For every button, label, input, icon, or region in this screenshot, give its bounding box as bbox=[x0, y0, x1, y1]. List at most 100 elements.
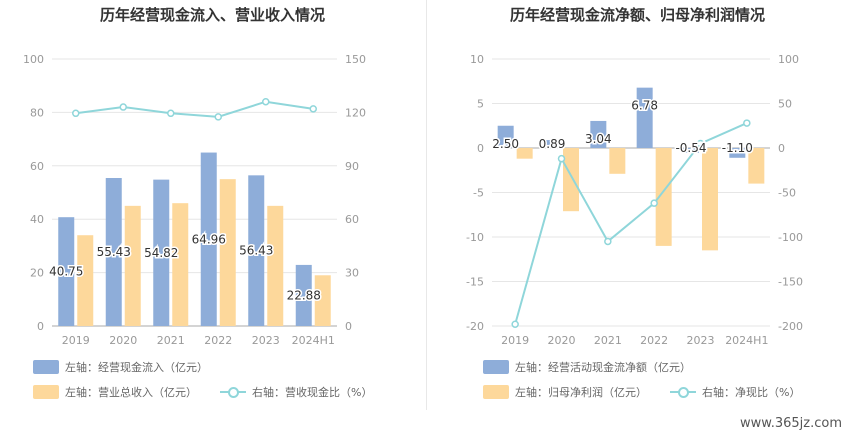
x-axis-tick-label: 2023 bbox=[687, 334, 715, 347]
right-axis-tick-label: 150 bbox=[345, 53, 366, 66]
bar-blue bbox=[200, 152, 217, 326]
right-chart-title: 历年经营现金流净额、归母净利润情况 bbox=[509, 6, 765, 24]
bar-orange bbox=[77, 235, 94, 326]
bar-blue bbox=[590, 120, 607, 148]
bar-orange bbox=[702, 148, 718, 251]
left-axis-tick-label: 100 bbox=[23, 53, 44, 66]
line-point bbox=[650, 199, 658, 207]
right-axis-tick-label: 100 bbox=[778, 53, 799, 66]
legend-item-cash-inflow[interactable]: 左轴：经营现金流入（亿元） bbox=[33, 359, 208, 375]
bar-blue bbox=[58, 217, 75, 326]
bar-orange bbox=[748, 148, 765, 184]
legend-swatch-orange bbox=[483, 385, 509, 399]
panel-divider bbox=[426, 0, 427, 410]
right-axis-tick-label: -200 bbox=[778, 320, 803, 333]
bar-orange bbox=[516, 148, 533, 159]
legend-item-net-cash-flow[interactable]: 左轴：经营活动现金流净额（亿元） bbox=[483, 359, 691, 375]
right-axis-tick-label: 0 bbox=[345, 320, 352, 333]
line-point bbox=[119, 103, 127, 111]
x-axis-tick-label: 2019 bbox=[62, 334, 90, 347]
bar-orange bbox=[609, 148, 626, 174]
bar-blue bbox=[105, 178, 122, 326]
data-label: 55.43 bbox=[97, 245, 131, 259]
bar-blue bbox=[248, 175, 265, 326]
data-label: 22.88 bbox=[287, 288, 321, 302]
bar-blue bbox=[497, 125, 514, 148]
x-axis-tick-label: 2022 bbox=[640, 334, 668, 347]
line-point bbox=[557, 154, 566, 163]
x-axis-tick-label: 2019 bbox=[501, 334, 529, 347]
data-label: -0.54 bbox=[675, 141, 706, 155]
legend-swatch-orange bbox=[33, 385, 59, 399]
line-point bbox=[743, 119, 751, 127]
left-axis-tick-label: 0 bbox=[477, 142, 484, 155]
legend-swatch-line bbox=[220, 385, 246, 399]
left-axis-tick-label: 60 bbox=[30, 160, 44, 173]
bar-blue bbox=[295, 264, 312, 326]
legend-label: 左轴：经营现金流入（亿元） bbox=[65, 361, 208, 374]
bar-blue bbox=[636, 87, 653, 148]
left-chart-title: 历年经营现金流入、营业收入情况 bbox=[99, 6, 325, 24]
bar-blue bbox=[729, 148, 746, 158]
right-axis-tick-label: 30 bbox=[345, 267, 359, 280]
legend-item-net-cash-ratio[interactable]: 右轴：净现比（%） bbox=[670, 384, 800, 400]
left-axis-tick-label: -20 bbox=[466, 320, 484, 333]
left-axis-tick-label: 5 bbox=[477, 98, 484, 111]
right-axis-tick-label: -50 bbox=[778, 187, 796, 200]
bar-orange bbox=[563, 148, 579, 212]
legend-label: 左轴：营业总收入（亿元） bbox=[65, 386, 197, 399]
right-axis-tick-label: 120 bbox=[345, 106, 366, 119]
legend-item-revenue-cash-ratio[interactable]: 右轴：营收现金比（%） bbox=[220, 384, 372, 400]
legend-label: 左轴：经营活动现金流净额（亿元） bbox=[515, 361, 691, 374]
left-axis-tick-label: 10 bbox=[470, 53, 484, 66]
bar-blue bbox=[683, 148, 699, 153]
right-chart-panel: 历年经营现金流净额、归母净利润情况 -20 -15 -10 -5 0 5 10 -200 -15… bbox=[425, 0, 850, 437]
bar-orange bbox=[314, 275, 331, 326]
left-axis-tick-label: 80 bbox=[30, 106, 44, 119]
x-axis-tick-label: 2021 bbox=[157, 334, 185, 347]
line-point bbox=[72, 109, 80, 118]
data-label: 40.75 bbox=[49, 265, 83, 279]
legend-item-net-profit[interactable]: 左轴：归母净利润（亿元） bbox=[483, 384, 647, 400]
data-label: 2.50 bbox=[492, 137, 519, 151]
left-chart-plot: 0 20 40 60 80 100 0 30 60 90 120 150 2019 2020 2021 202… bbox=[23, 53, 366, 347]
bar-orange bbox=[124, 205, 141, 326]
line-series bbox=[514, 122, 748, 325]
right-axis-tick-label: 0 bbox=[778, 142, 785, 155]
x-axis-tick-label: 2020 bbox=[548, 334, 576, 347]
legend-swatch-line bbox=[670, 385, 696, 399]
bar-orange bbox=[172, 203, 189, 326]
data-label: 3.04 bbox=[585, 132, 612, 146]
x-axis-tick-label: 2020 bbox=[109, 334, 137, 347]
data-label: 54.82 bbox=[144, 246, 178, 260]
line-point bbox=[511, 320, 519, 328]
line-point bbox=[309, 105, 317, 113]
data-label: 64.96 bbox=[192, 232, 226, 246]
bar-orange bbox=[219, 179, 236, 326]
line-point bbox=[167, 109, 175, 118]
x-axis-tick-label: 2021 bbox=[594, 334, 622, 347]
line-point bbox=[262, 97, 270, 106]
left-axis-tick-label: 40 bbox=[30, 213, 44, 226]
legend-label: 右轴：净现比（%） bbox=[702, 386, 801, 399]
right-chart-plot: -20-15-10-50510-200-150-100-500501002019… bbox=[466, 53, 803, 347]
legend-label: 左轴：归母净利润（亿元） bbox=[515, 386, 647, 399]
line-series bbox=[75, 100, 314, 118]
line-point bbox=[696, 139, 705, 148]
line-point bbox=[604, 237, 612, 246]
legend-swatch-blue bbox=[33, 360, 59, 374]
data-label: 6.78 bbox=[631, 99, 658, 113]
x-axis-tick-label: 2024H1 bbox=[725, 334, 768, 347]
left-axis-tick-label: 20 bbox=[30, 267, 44, 280]
legend-item-revenue[interactable]: 左轴：营业总收入（亿元） bbox=[33, 384, 197, 400]
legend-label: 右轴：营收现金比（%） bbox=[252, 386, 373, 399]
right-axis-tick-label: -100 bbox=[778, 231, 803, 244]
x-axis-tick-label: 2023 bbox=[252, 334, 280, 347]
left-axis-tick-label: 0 bbox=[37, 320, 44, 333]
bar-orange bbox=[655, 148, 672, 246]
line-point bbox=[214, 113, 222, 121]
x-axis-tick-label: 2024H1 bbox=[292, 334, 335, 347]
watermark: www.365jz.com bbox=[740, 416, 842, 431]
data-label: 56.43 bbox=[239, 244, 273, 258]
left-chart-panel: 历年经营现金流入、营业收入情况 0 20 40 60 80 100 0 30 60 90 120 15… bbox=[23, 6, 372, 400]
